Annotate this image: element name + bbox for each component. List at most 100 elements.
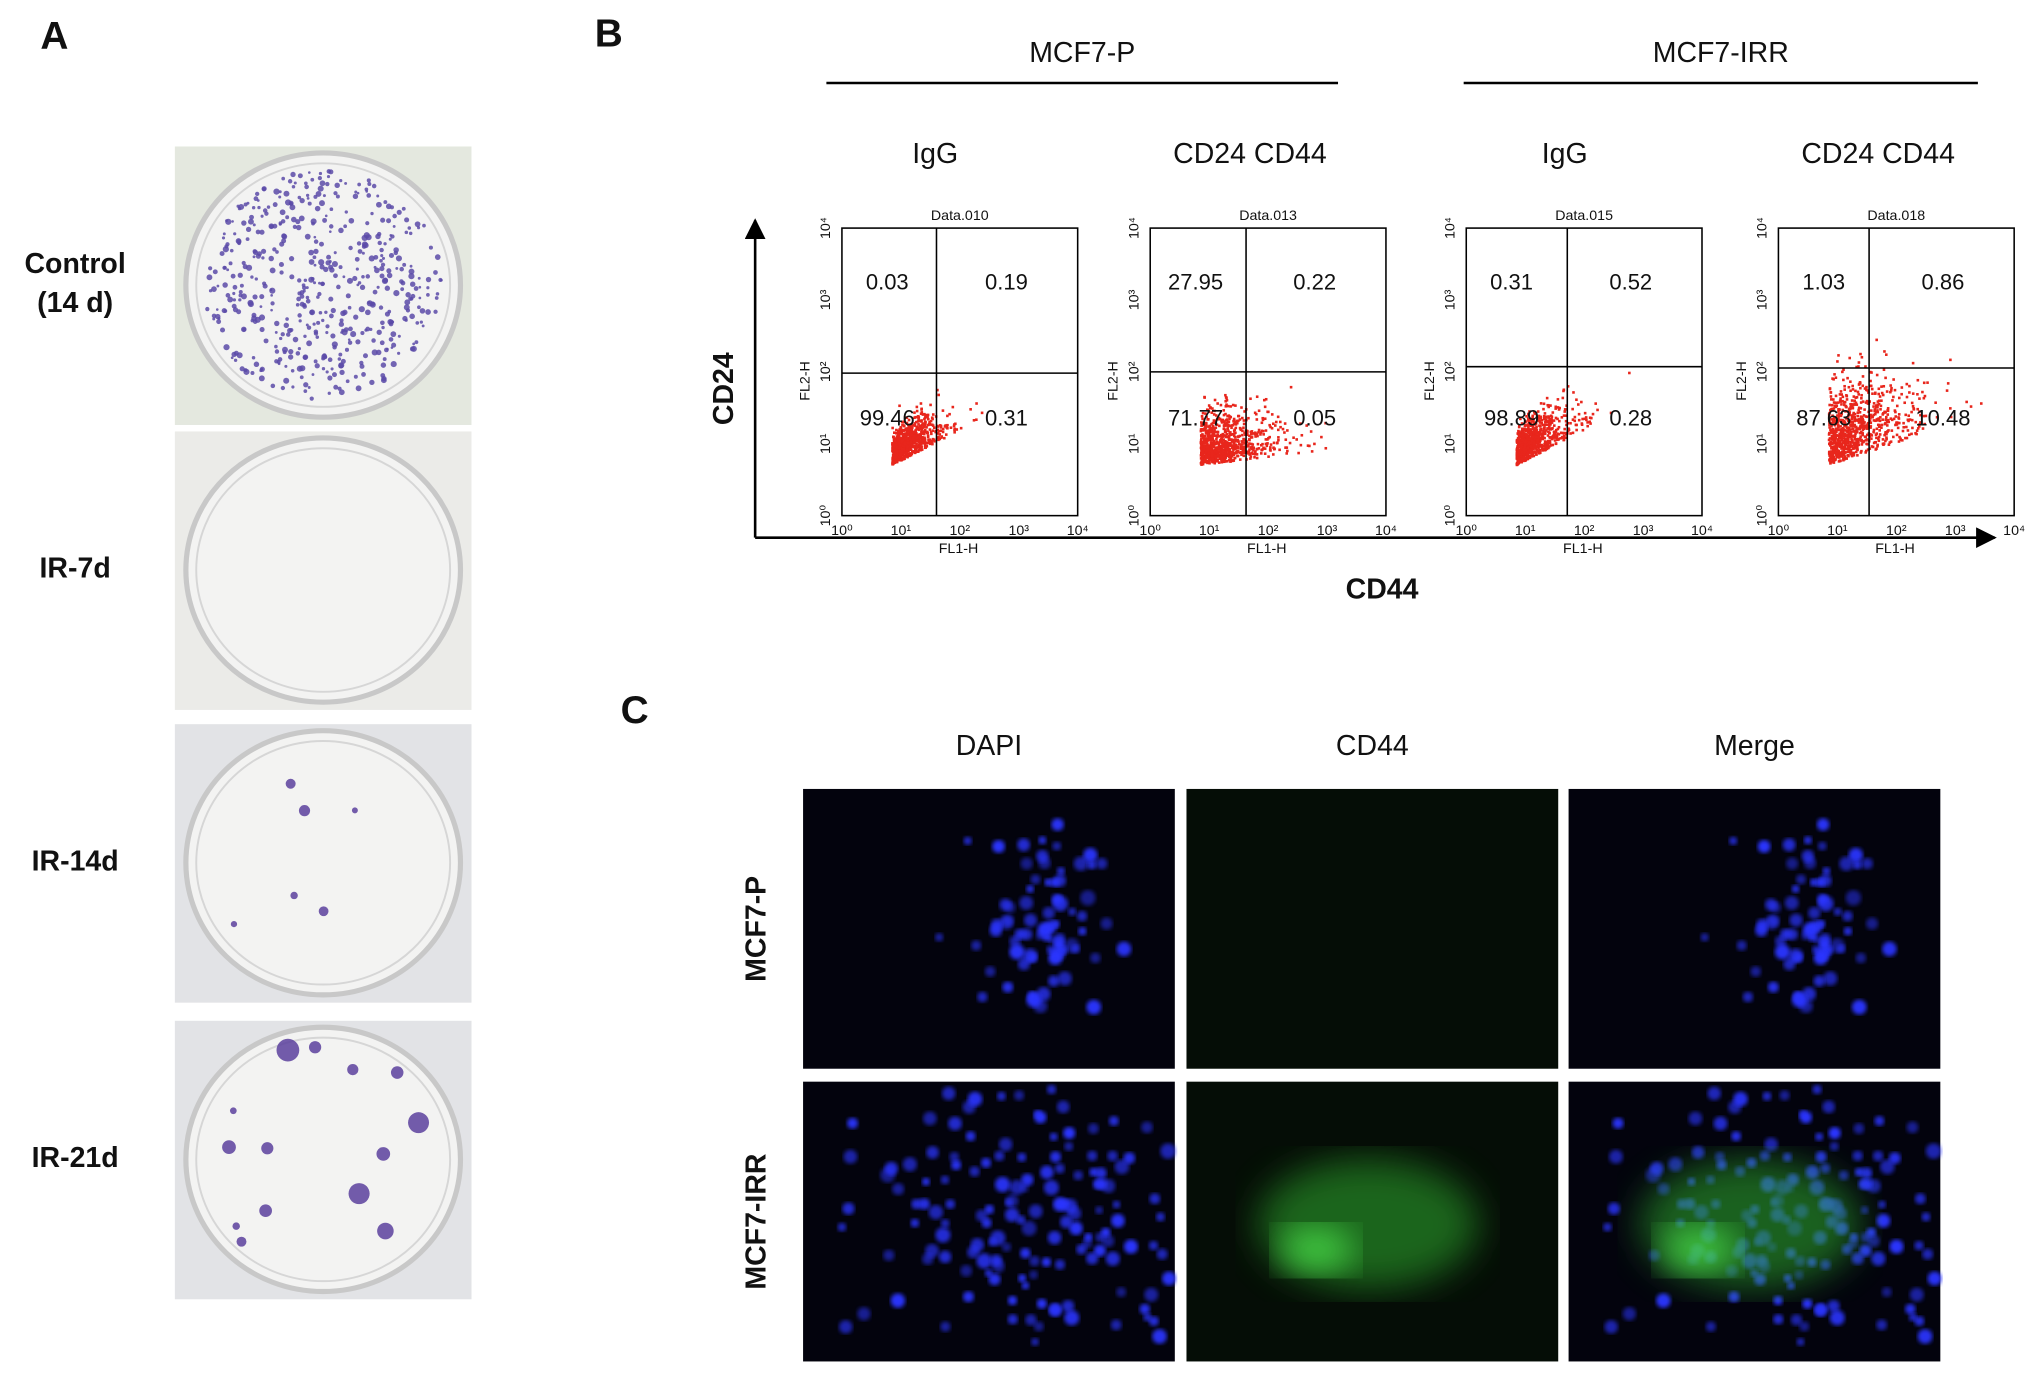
event-dot — [1586, 424, 1589, 428]
event-dot — [1832, 436, 1835, 440]
event-dot — [1829, 453, 1833, 457]
nucleus — [960, 1264, 973, 1277]
nucleus — [1016, 1215, 1026, 1225]
event-dot — [1850, 453, 1853, 457]
event-dot — [1227, 429, 1230, 433]
event-dot — [1530, 454, 1534, 458]
event-dot — [1221, 420, 1225, 424]
colony — [268, 223, 275, 230]
event-dot — [894, 460, 898, 464]
event-dot — [1547, 423, 1551, 426]
event-dot — [1216, 433, 1220, 437]
colony — [252, 223, 256, 227]
event-dot — [1277, 436, 1280, 439]
event-dot — [1517, 450, 1521, 454]
event-dot — [1546, 444, 1549, 447]
event-dot — [1550, 419, 1553, 422]
event-dot — [1859, 435, 1862, 438]
event-dot — [1862, 427, 1866, 430]
event-dot — [914, 444, 917, 448]
colony — [399, 279, 404, 284]
event-dot — [1847, 448, 1851, 451]
plot-frame — [1777, 227, 2015, 517]
nucleus — [1795, 874, 1807, 885]
event-dot — [1850, 437, 1853, 441]
event-dot — [1227, 448, 1231, 451]
colony — [289, 204, 296, 211]
colony — [380, 373, 386, 378]
event-dot — [1831, 409, 1835, 412]
colony — [259, 305, 263, 309]
event-dot — [1199, 429, 1203, 433]
colony — [233, 358, 238, 362]
nucleus — [1001, 1242, 1012, 1252]
event-dot — [1581, 417, 1584, 421]
nucleus — [1027, 991, 1038, 1002]
event-dot — [920, 448, 924, 451]
colony — [330, 367, 334, 371]
event-dot — [1853, 441, 1856, 445]
colony — [227, 296, 234, 303]
event-dot — [1225, 459, 1229, 463]
event-dot — [1853, 399, 1856, 403]
event-dot — [1541, 423, 1545, 427]
event-dot — [1840, 452, 1843, 456]
event-dot — [899, 426, 902, 429]
event-dot — [1229, 460, 1232, 463]
event-dot — [892, 458, 895, 462]
event-dot — [1519, 439, 1523, 442]
colony — [206, 274, 213, 281]
event-dot — [907, 447, 911, 450]
event-dot — [946, 423, 949, 427]
event-dot — [909, 445, 913, 449]
event-dot — [916, 416, 920, 419]
event-dot — [895, 449, 898, 453]
event-dot — [1530, 445, 1533, 449]
event-dot — [1229, 457, 1233, 461]
event-dot — [1829, 428, 1832, 432]
event-dot — [1856, 447, 1859, 451]
nucleus — [1059, 1198, 1070, 1209]
event-dot — [1218, 435, 1221, 438]
event-dot — [1878, 429, 1881, 432]
nucleus — [1764, 1137, 1778, 1152]
event-dot — [1828, 437, 1832, 440]
event-dot — [1210, 444, 1213, 448]
nucleus — [1842, 910, 1853, 922]
colony — [290, 891, 298, 900]
event-dot — [1530, 430, 1533, 434]
event-dot — [1214, 458, 1218, 461]
event-dot — [1831, 459, 1835, 462]
nucleus — [963, 836, 972, 845]
cd44-glow — [1659, 1226, 1737, 1274]
event-dot — [1519, 446, 1523, 450]
event-dot — [1899, 438, 1902, 442]
nucleus — [1057, 971, 1072, 986]
event-dot — [1528, 456, 1532, 460]
event-dot — [1532, 417, 1535, 421]
event-dot — [891, 443, 894, 447]
event-dot — [911, 433, 914, 437]
event-dot — [1540, 427, 1543, 431]
event-dot — [1857, 421, 1861, 424]
event-dot — [1263, 447, 1267, 450]
nucleus — [1914, 1193, 1926, 1205]
event-dot — [1546, 427, 1550, 430]
event-dot — [1320, 435, 1323, 439]
colony — [324, 214, 328, 218]
y-tick-label: 10⁴ — [1126, 217, 1142, 239]
event-dot — [1207, 404, 1211, 407]
colony — [223, 344, 230, 351]
event-dot — [919, 425, 923, 429]
event-dot — [1526, 452, 1530, 455]
event-dot — [1202, 438, 1206, 441]
event-dot — [1539, 432, 1543, 436]
nucleus — [1018, 1274, 1027, 1283]
event-dot — [1934, 401, 1937, 404]
event-dot — [1524, 429, 1528, 433]
colony — [261, 1142, 274, 1155]
colony — [232, 298, 237, 302]
colony — [296, 296, 301, 302]
colony — [222, 232, 226, 236]
nucleus — [1770, 901, 1782, 913]
